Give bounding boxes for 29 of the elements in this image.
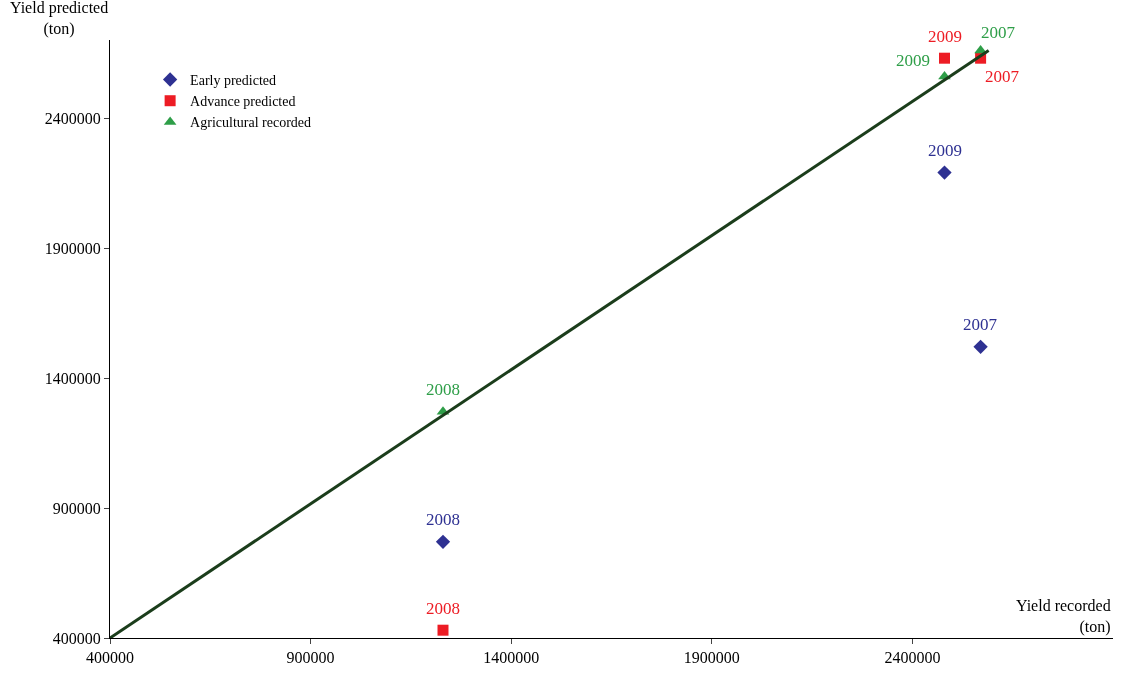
legend-label: Early predicted [190,72,277,88]
y-tick-label: 900000 [52,499,101,517]
x-tick-label: 2400000 [884,649,941,667]
x-tick-label: 900000 [286,649,335,667]
x-tick-label: 400000 [86,649,134,667]
annotation: 2008 [426,380,460,399]
point [437,624,449,636]
annotation: 2007 [981,23,1016,42]
x-tick-label: 1900000 [683,649,740,667]
annotation: 2009 [928,141,962,160]
annotation: 2009 [896,51,930,70]
point [939,52,950,64]
annotation: 2008 [426,599,460,618]
point [973,339,988,354]
y-tick-label: 1400000 [44,369,101,387]
annotation: 2009 [928,27,962,46]
x-axis-title: Yield recorded (ton) [1016,597,1111,636]
legend-label: Advance predicted [190,94,296,110]
y-tick-label: 1900000 [44,239,101,257]
point [937,165,952,180]
y-axis-title: Yield predicted (ton) [10,0,109,38]
point [435,534,451,549]
annotation: 2008 [426,510,460,529]
x-tick-label: 1400000 [483,649,540,667]
y-tick-label: 2400000 [44,109,101,127]
legend-label: Agricultural recorded [190,115,312,131]
y-tick-label: 400000 [52,629,101,647]
annotation: 2007 [985,67,1020,86]
annotation: 2007 [963,315,998,334]
